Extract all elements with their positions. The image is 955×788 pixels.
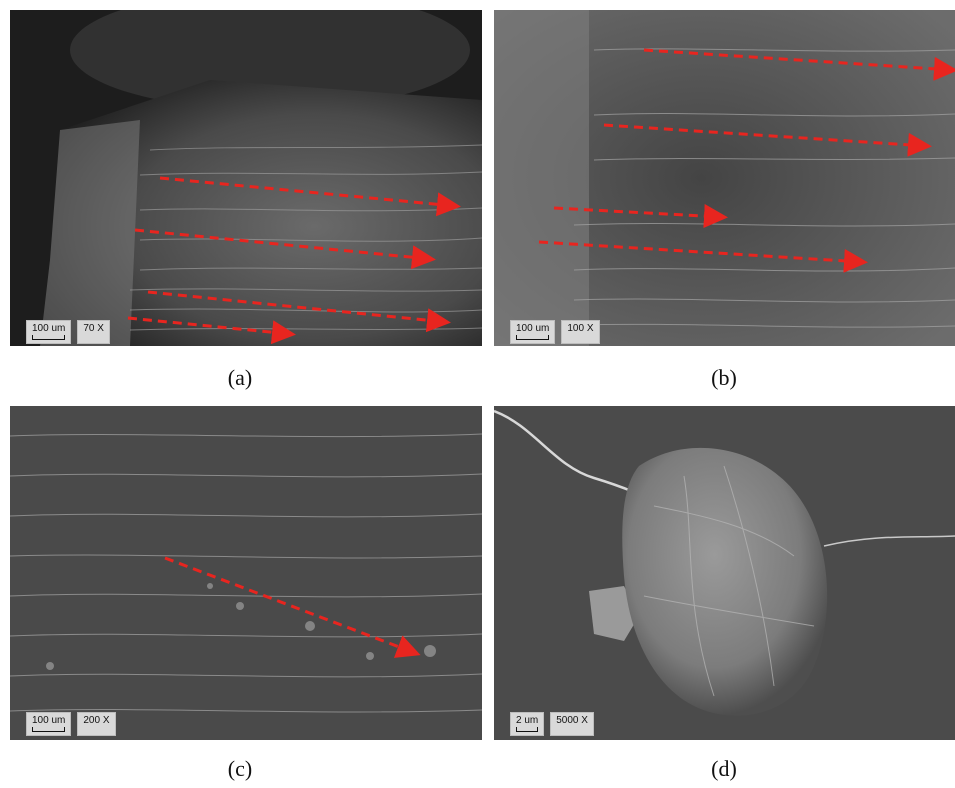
caption-b: (b) — [711, 365, 737, 390]
sem-image-a: 100 um 70 X — [10, 10, 482, 346]
scale-label: 100 um — [516, 323, 550, 334]
sem-graphic-a — [10, 10, 482, 346]
caption-d: (d) — [711, 756, 737, 781]
sem-image-c: 100 um 200 X — [10, 406, 482, 740]
scale-label: 100 um — [32, 715, 66, 726]
magnification-label: 5000 X — [556, 715, 588, 726]
caption-c: (c) — [227, 756, 253, 781]
magnification-label: 70 X — [83, 323, 104, 334]
scale-bar-c: 100 um 200 X — [26, 712, 116, 736]
magnification-label: 100 X — [567, 323, 594, 334]
scale-bar-d: 2 um 5000 X — [510, 712, 594, 736]
scale-label: 2 um — [516, 715, 539, 726]
sem-graphic-c — [10, 406, 482, 740]
caption-a: (a) — [227, 365, 253, 390]
scale-label: 100 um — [32, 323, 66, 334]
scale-bar-b: 100 um 100 X — [510, 320, 600, 344]
sem-image-d: 2 um 5000 X — [494, 406, 955, 740]
sem-graphic-b — [494, 10, 955, 346]
magnification-label: 200 X — [83, 715, 110, 726]
scale-bar-a: 100 um 70 X — [26, 320, 110, 344]
sem-graphic-d — [494, 406, 955, 740]
sem-image-b: 100 um 100 X — [494, 10, 955, 346]
